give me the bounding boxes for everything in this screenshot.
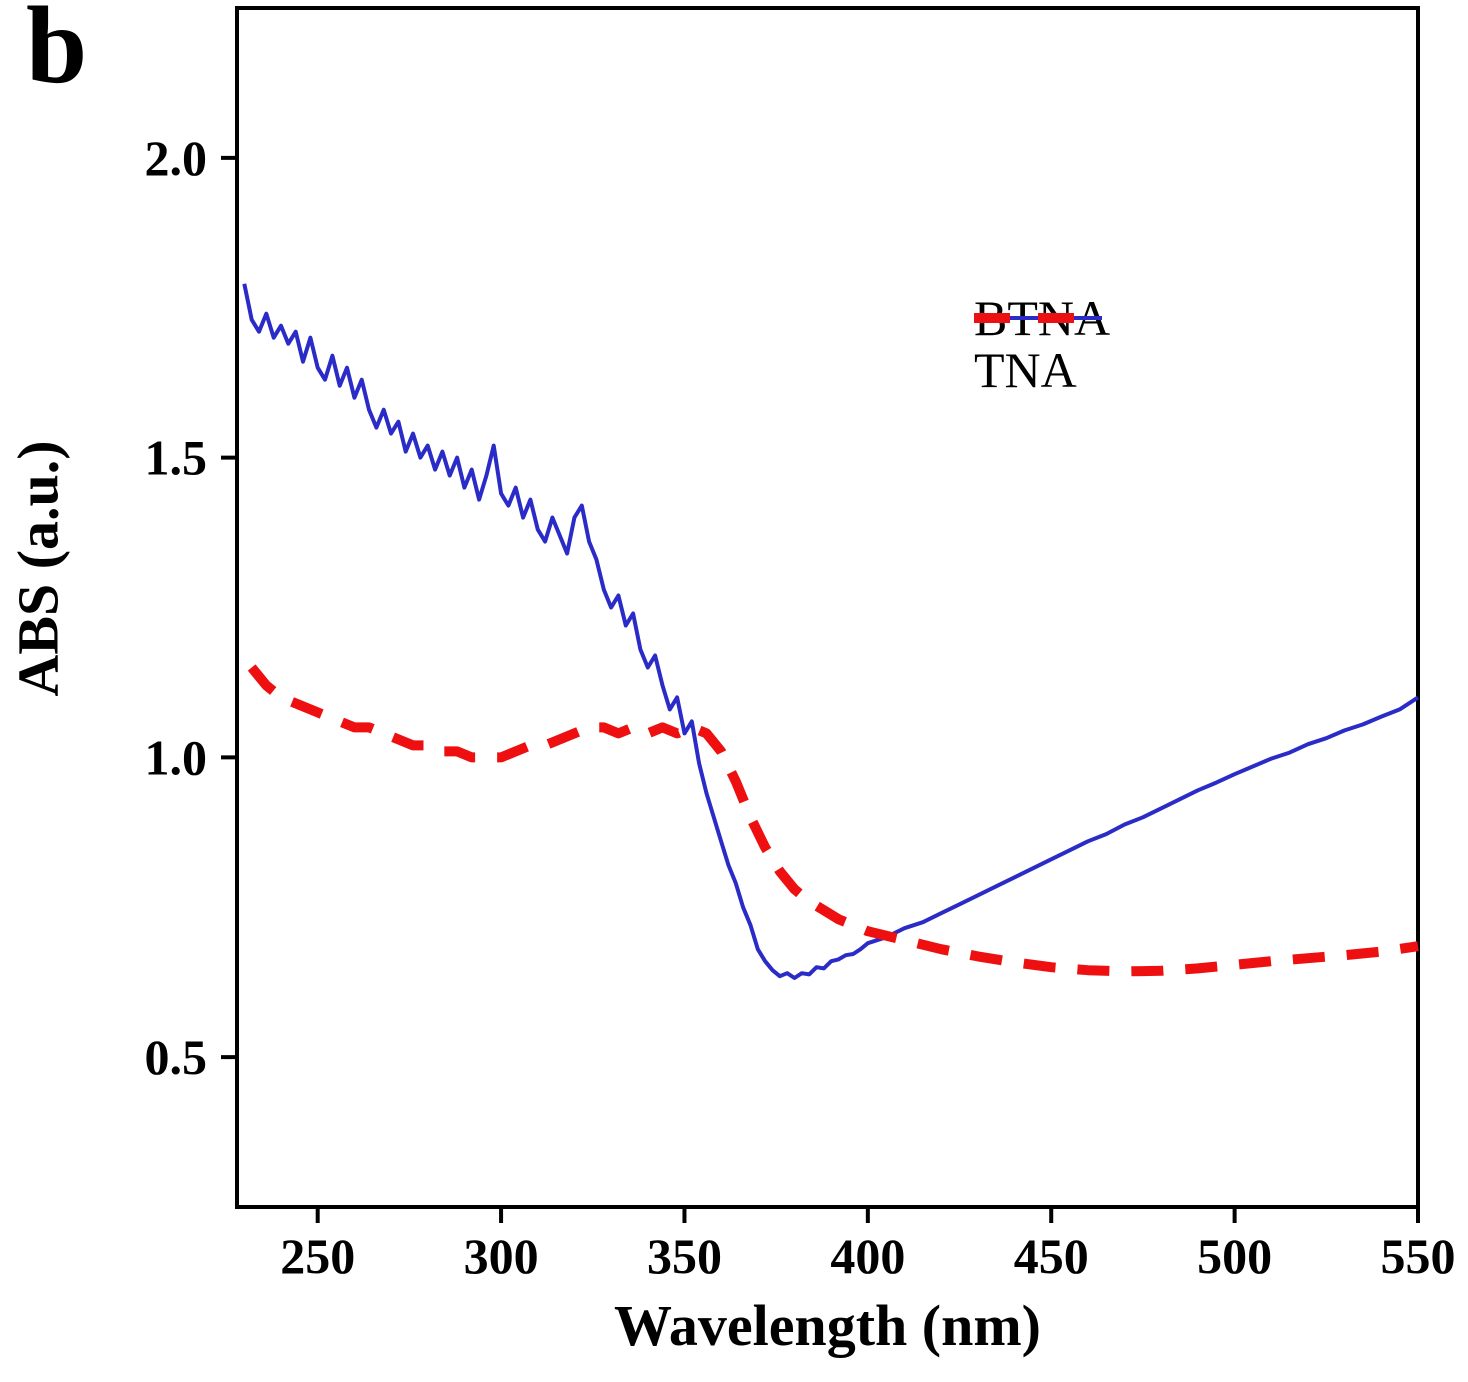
legend-item-tna: TNA (968, 313, 1110, 398)
svg-text:400: 400 (830, 1228, 905, 1284)
legend-label-tna: TNA (974, 342, 1077, 398)
data-series (242, 283, 1420, 980)
svg-text:250: 250 (280, 1228, 355, 1284)
svg-text:1.5: 1.5 (145, 430, 208, 486)
svg-text:550: 550 (1381, 1228, 1456, 1284)
svg-text:1.0: 1.0 (145, 729, 208, 785)
svg-text:450: 450 (1014, 1228, 1089, 1284)
svg-text:500: 500 (1197, 1228, 1272, 1284)
svg-text:2.0: 2.0 (145, 130, 208, 186)
tna-line-sample (974, 313, 1102, 323)
svg-text:300: 300 (464, 1228, 539, 1284)
panel-letter: b (26, 0, 88, 106)
plot-frame (235, 6, 1420, 1209)
svg-text:350: 350 (647, 1228, 722, 1284)
axis-ticks: 250 300 350 400 450 500 550 0.5 1.0 1.5 2.0 (145, 130, 1456, 1284)
curve-btna (242, 283, 1420, 980)
svg-text:0.5: 0.5 (145, 1029, 208, 1085)
y-axis-label: ABS (a.u.) (5, 440, 71, 697)
curve-tna (247, 664, 1419, 977)
legend: BTNA TNA (968, 292, 1110, 396)
x-axis-label: Wavelength (nm) (614, 1293, 1041, 1358)
